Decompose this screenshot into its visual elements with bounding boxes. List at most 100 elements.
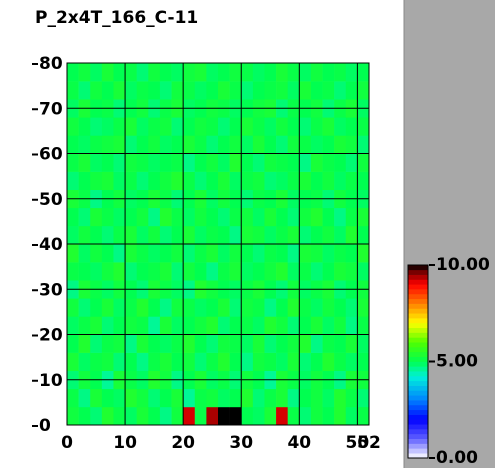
heatmap-cell (171, 135, 184, 154)
heatmap-cell (90, 117, 103, 136)
y-tick-label: 10 (39, 371, 63, 391)
heatmap-cell (136, 298, 149, 317)
heatmap-cell (345, 63, 358, 82)
heatmap-cell (264, 298, 277, 317)
heatmap-cell (78, 171, 91, 190)
heatmap-cell (218, 207, 230, 227)
colorbar-step (408, 318, 428, 324)
heatmap-cell (136, 81, 149, 100)
heatmap-cell (287, 298, 300, 317)
heatmap-cell (101, 153, 114, 172)
colorbar-step (408, 293, 428, 300)
heatmap-cell (322, 117, 335, 136)
heatmap-cell (148, 352, 161, 371)
heatmap-cell (90, 262, 103, 281)
heatmap-cell (229, 262, 242, 281)
colorbar-step (408, 390, 428, 396)
colorbar-step (408, 438, 428, 444)
heatmap-cell (125, 207, 137, 227)
heatmap-cell (90, 244, 103, 263)
heatmap-cell (299, 298, 312, 317)
heatmap-cell (357, 135, 370, 154)
heatmap-cell (287, 171, 300, 190)
colorbar-step (408, 274, 428, 280)
heatmap-cell (159, 81, 172, 100)
heatmap-cell (171, 207, 184, 227)
heatmap-cell (357, 63, 370, 82)
heatmap-cell (194, 298, 207, 317)
heatmap-cell (136, 135, 149, 154)
heatmap-cell (345, 207, 358, 227)
heatmap-cell (357, 298, 370, 317)
heatmap-cell (136, 244, 149, 263)
heatmap-cell (252, 298, 265, 317)
heatmap-cell (334, 225, 347, 245)
heatmap-cell (101, 262, 114, 281)
heatmap-cell (136, 406, 149, 426)
heatmap-cell (322, 298, 335, 317)
heatmap-cell (183, 171, 196, 190)
heatmap-cell (67, 153, 79, 172)
heatmap-cell (78, 406, 91, 426)
heatmap-cell (218, 135, 230, 154)
heatmap-cell (322, 81, 335, 100)
heatmap-cell (159, 334, 172, 353)
heatmap-cell (252, 244, 265, 263)
heatmap-cell (357, 225, 370, 245)
colorbar-tick-label: 0.00 (436, 448, 478, 468)
heatmap-cell (357, 352, 370, 371)
heatmap-cell (148, 316, 161, 335)
colorbar-step (408, 308, 428, 314)
heatmap-cell (206, 207, 219, 227)
heatmap-cell (218, 117, 230, 136)
colorbar-step (408, 284, 428, 290)
heatmap-cell (125, 135, 137, 154)
heatmap-cell (148, 406, 161, 426)
heatmap-cell (310, 117, 323, 136)
heatmap-cell (322, 334, 335, 353)
heatmap-cell (171, 81, 184, 100)
heatmap-cell (241, 244, 254, 263)
heatmap-cell (183, 352, 196, 371)
heatmap-cell (310, 135, 323, 154)
heatmap-cell (136, 262, 149, 281)
heatmap-cell (194, 225, 207, 245)
heatmap-cell (159, 298, 172, 317)
heatmap-cell (334, 171, 347, 190)
heatmap-cell (113, 388, 126, 408)
heatmap-cell (159, 135, 172, 154)
heatmap-cell (264, 334, 277, 353)
heatmap-cell (345, 81, 358, 100)
x-tick-label: 40 (287, 433, 311, 453)
heatmap-cell (229, 135, 242, 154)
y-tick-label: 40 (39, 235, 63, 255)
heatmap-cell (229, 244, 242, 263)
heatmap-cell (322, 388, 335, 408)
heatmap-cell (299, 117, 312, 136)
heatmap-cell (276, 135, 288, 154)
colorbar-step (408, 356, 428, 362)
x-tick-label: 10 (113, 433, 137, 453)
heatmap-cell (159, 352, 172, 371)
heatmap-cell (264, 244, 277, 263)
heatmap-cell (125, 406, 137, 426)
heatmap-cell (206, 406, 219, 426)
heatmap-cell (322, 244, 335, 263)
heatmap-cell (148, 63, 161, 82)
heatmap-cell (148, 262, 161, 281)
heatmap-cell (67, 117, 79, 136)
heatmap-cell (241, 334, 254, 353)
colorbar-step (408, 380, 428, 386)
heatmap-cell (299, 406, 312, 426)
heatmap-cell (148, 225, 161, 245)
colorbar-step (408, 443, 428, 449)
heatmap-cell (287, 135, 300, 154)
heatmap-cell (252, 81, 265, 100)
heatmap-cell (334, 244, 347, 263)
heatmap-cell (299, 388, 312, 408)
heatmap-cell (218, 334, 230, 353)
heatmap-cell (206, 225, 219, 245)
heatmap-cell (357, 153, 370, 172)
heatmap-cell (90, 63, 103, 82)
heatmap-cell (264, 135, 277, 154)
